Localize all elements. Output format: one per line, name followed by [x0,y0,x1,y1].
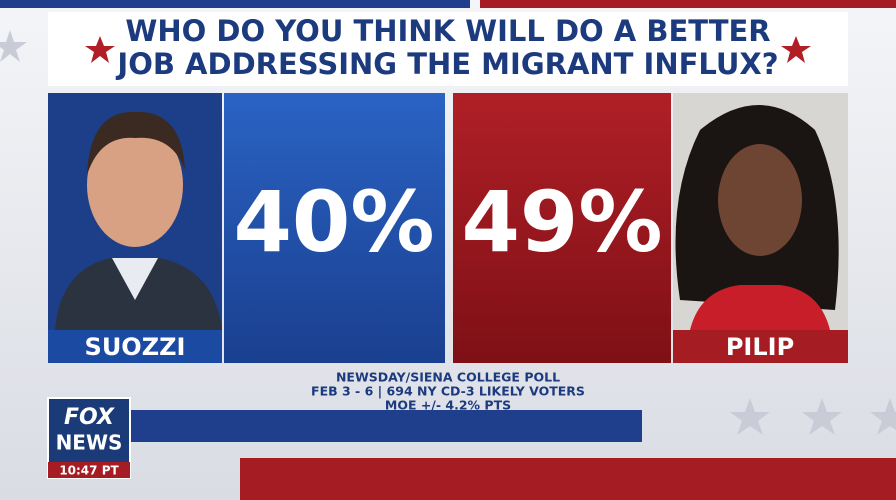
candidate-percent: 40% [233,173,434,271]
name-box [48,330,222,363]
photo-shirt [112,258,158,300]
lower-bar [130,410,642,442]
photo-face [718,144,802,256]
photo-face [87,123,183,247]
star [85,36,115,63]
source-line: FEB 3 - 6 | 694 NY CD-3 LIKELY VOTERS [311,384,585,399]
time-box [48,462,130,478]
logo-text: NEWS [56,431,123,455]
time: 10:47 PT [59,464,119,478]
photo-top [690,285,830,330]
photo-hair [87,111,185,175]
title-box [48,12,848,86]
candidate-name: SUOZZI [85,333,186,361]
candidate-percent: 49% [461,173,662,271]
source-line: NEWSDAY/SIENA COLLEGE POLL [336,370,560,385]
lower-bar [240,458,896,500]
logo-text: FOX [64,405,115,430]
percent-box [224,93,445,363]
stripe [480,0,896,8]
source-line: MOE +/- 4.2% PTS [385,398,511,413]
percent-box [453,93,671,363]
name-box [673,330,848,363]
stripe [0,0,470,8]
title-line: WHO DO YOU THINK WILL DO A BETTER [125,14,770,48]
photo-suit [55,258,222,330]
title-line: JOB ADDRESSING THE MIGRANT INFLUX? [115,47,778,81]
candidate-name: PILIP [726,333,794,361]
stars [0,30,896,435]
star [781,36,811,63]
